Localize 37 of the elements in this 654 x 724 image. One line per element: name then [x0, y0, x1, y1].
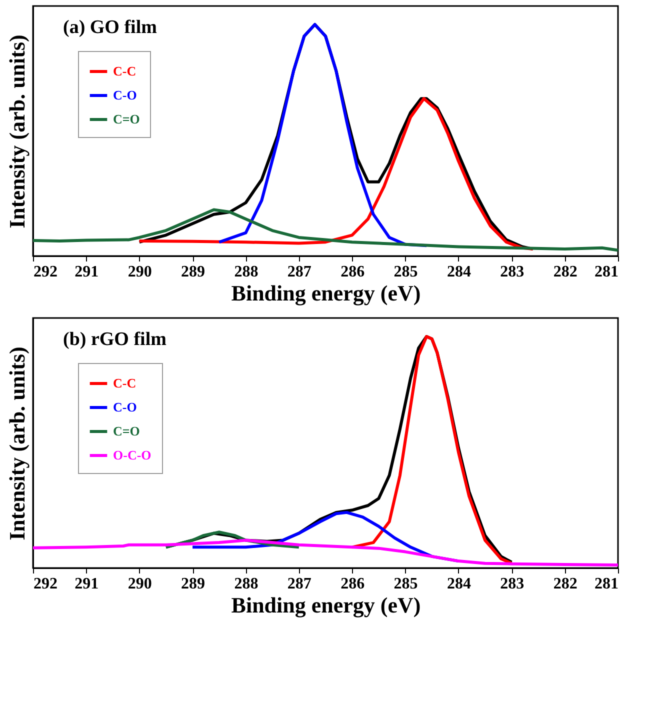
x-tick-label: 290 — [128, 576, 152, 592]
x-tick-label: 287 — [287, 264, 312, 280]
x-tick-label: 288 — [234, 264, 258, 280]
legend-label: C-C — [113, 64, 136, 78]
x-axis-title: Binding energy (eV) — [231, 280, 421, 306]
legend-label: C=O — [113, 424, 140, 438]
x-tick-label: 285 — [394, 264, 418, 280]
x-tick-label: 283 — [500, 576, 524, 592]
x-tick-label: 285 — [394, 576, 418, 592]
x-tick-label: 282 — [553, 576, 578, 592]
x-axis-title: Binding energy (eV) — [231, 592, 421, 618]
legend-label: O-C-O — [113, 448, 152, 462]
x-tick-label: 288 — [234, 576, 258, 592]
x-tick-label: 291 — [74, 576, 99, 592]
x-tick-label: 292 — [34, 576, 58, 592]
x-tick-label: 287 — [287, 576, 312, 592]
legend-label: C-O — [113, 88, 137, 102]
x-tick-label: 292 — [34, 264, 58, 280]
x-tick-label: 281 — [594, 576, 618, 592]
x-tick-label: 283 — [500, 264, 524, 280]
x-tick-label: 286 — [340, 576, 365, 592]
annotation: (b) rGO film — [63, 329, 167, 350]
legend-label: C-O — [113, 400, 137, 414]
x-tick-label: 291 — [74, 264, 99, 280]
y-axis-title: Intensity (arb. units) — [4, 34, 30, 228]
x-tick-label: 284 — [446, 576, 471, 592]
y-axis-title: Intensity (arb. units) — [4, 346, 30, 540]
x-tick-label: 289 — [181, 264, 206, 280]
annotation: (a) GO film — [63, 17, 158, 38]
x-tick-label: 284 — [446, 264, 471, 280]
x-tick-label: 289 — [181, 576, 206, 592]
legend-label: C=O — [113, 112, 140, 126]
x-tick-label: 282 — [553, 264, 578, 280]
x-tick-label: 286 — [340, 264, 365, 280]
x-tick-label: 290 — [128, 264, 152, 280]
x-tick-label: 281 — [594, 264, 618, 280]
legend-label: C-C — [113, 376, 136, 390]
